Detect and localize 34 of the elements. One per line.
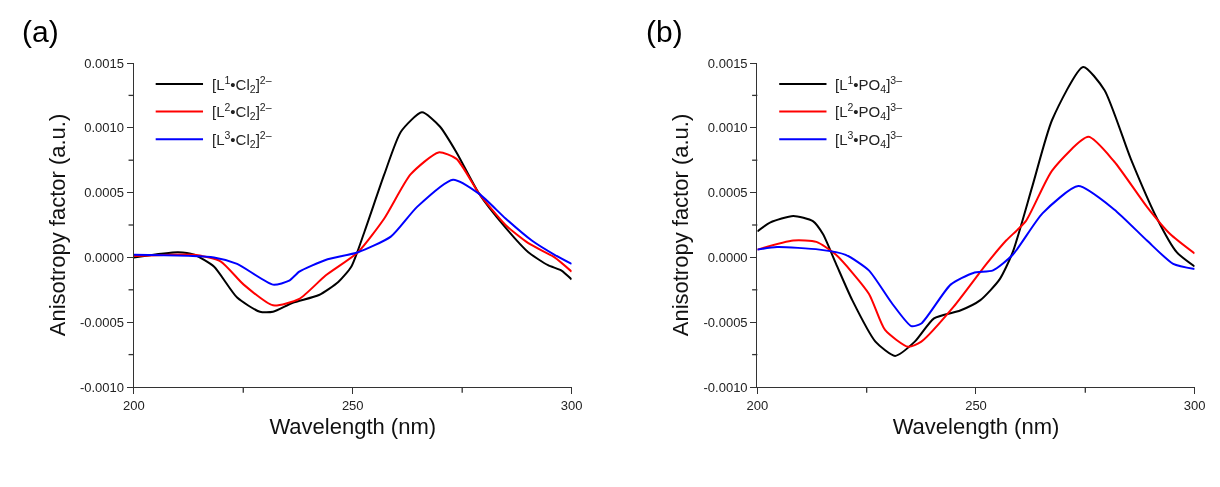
legend-label: [L$^{2}$•Cl$_{2}$]$^{2–}$ [212, 101, 272, 123]
y-tick-label: 0.0015 [707, 55, 748, 71]
y-tick-label: 0.0015 [84, 55, 125, 71]
y-tick-label: 0.0000 [84, 249, 125, 265]
y-tick-label: 0.0010 [707, 120, 748, 136]
line-series [133, 151, 572, 307]
y-tick-label: 0.0005 [707, 185, 748, 201]
y-axis-title: Anisotropy factor (a.u.) [44, 113, 70, 337]
y-tick-label: -0.0010 [703, 379, 748, 395]
y-tick-label: 0.0005 [84, 185, 125, 201]
x-tick-label: 300 [560, 397, 583, 413]
x-tick-label: 200 [122, 397, 145, 413]
legend-label: [L$^{1}$•Cl$_{2}$]$^{2–}$ [212, 74, 272, 96]
x-axis-title: Wavelength (nm) [892, 413, 1060, 439]
x-tick-label: 250 [965, 397, 987, 413]
chart-title: (a) [22, 15, 59, 48]
line-series [757, 185, 1195, 328]
legend-label: [L$^{1}$•PO$_{4}$]$^{3–}$ [835, 74, 903, 96]
y-axis-title: Anisotropy factor (a.u.) [668, 113, 694, 337]
y-tick-label: -0.0010 [79, 379, 125, 395]
legend-label: [L$^{3}$•PO$_{4}$]$^{3–}$ [835, 129, 903, 151]
y-tick-label: -0.0005 [703, 314, 748, 330]
y-tick-label: 0.0010 [84, 120, 125, 136]
x-tick-label: 300 [1183, 397, 1206, 413]
legend-label: [L$^{2}$•PO$_{4}$]$^{3–}$ [835, 101, 903, 123]
x-tick-label: 200 [746, 397, 769, 413]
y-tick-label: -0.0005 [79, 314, 125, 330]
y-tick-label: 0.0000 [707, 249, 748, 265]
x-tick-label: 250 [341, 397, 364, 413]
chart-title: (b) [646, 15, 683, 48]
x-axis-title: Wavelength (nm) [269, 413, 437, 439]
line-series [133, 178, 572, 286]
line-series [757, 65, 1195, 357]
legend-label: [L$^{3}$•Cl$_{2}$]$^{2–}$ [212, 129, 272, 151]
